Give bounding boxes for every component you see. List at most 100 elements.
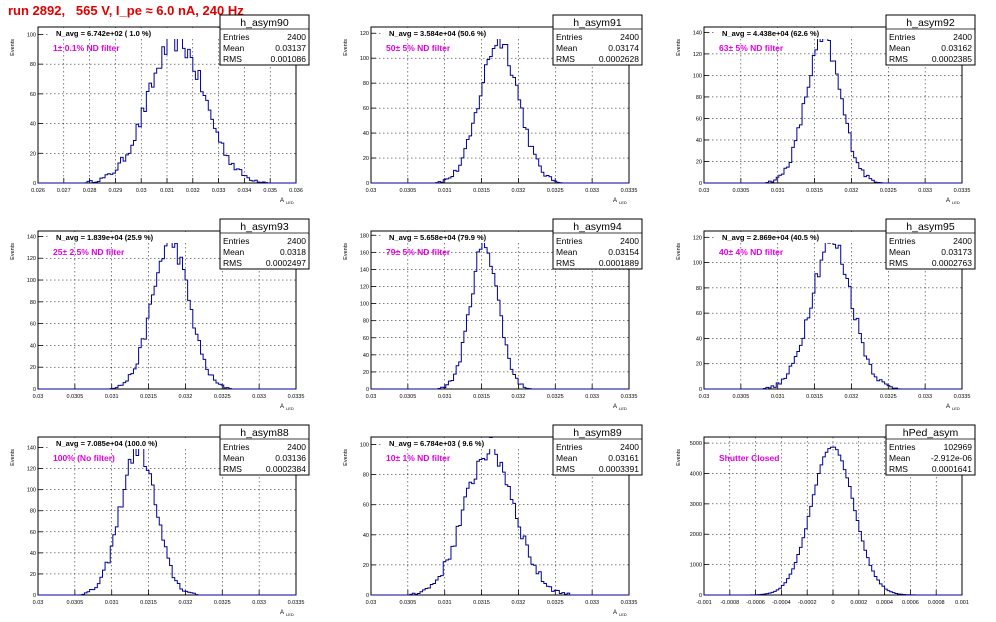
stats-key: Entries	[889, 236, 915, 246]
x-tick-label: 0.0325	[880, 394, 897, 400]
stats-value: 2400	[953, 32, 972, 42]
y-tick-label: 40	[696, 138, 702, 144]
x-tick-label: 0.0006	[902, 600, 919, 606]
x-tick-label: 0.032	[845, 394, 859, 400]
panel-h_asym95: 0.03 0.0305 0.031 0.0315 0.032 0.0325 0.033 0.0…	[676, 218, 976, 411]
stats-value: 2400	[620, 442, 639, 452]
y-tick-label: 120	[693, 52, 702, 58]
x-tick-label: 0.032	[179, 600, 193, 606]
x-tick-label: 0.0335	[621, 600, 638, 606]
x-tick-label: 0.0325	[880, 188, 897, 194]
stats-box	[885, 424, 976, 476]
x-axis-label: A	[280, 610, 284, 616]
y-tick-label: 140	[693, 30, 702, 36]
x-tick-label: 0.03	[33, 394, 44, 400]
stats-value: 0.0002385	[932, 54, 972, 64]
x-axis-label-sub: LED	[952, 406, 960, 411]
y-tick-label: 80	[363, 319, 369, 325]
stats-value: 0.03174	[608, 43, 639, 53]
x-tick-label: 0.029	[109, 188, 123, 194]
filter-note: 40± 4% ND filter	[719, 247, 784, 257]
stats-key: Mean	[223, 247, 245, 257]
panel-h_asym92: 0.03 0.0305 0.031 0.0315 0.032 0.0325 0.033 0.0…	[676, 14, 976, 205]
stats-value: 0.03161	[608, 453, 639, 463]
x-axis-label-sub: LED	[952, 200, 960, 205]
y-tick-label: 80	[30, 62, 36, 68]
x-tick-label: 0.0315	[473, 394, 490, 400]
y-tick-label: 20	[363, 563, 369, 569]
y-tick-label: 100	[360, 443, 369, 449]
y-tick-label: 20	[363, 156, 369, 162]
y-tick-label: 20	[30, 151, 36, 157]
stats-key: Mean	[556, 247, 578, 257]
y-tick-label: 80	[363, 81, 369, 87]
x-tick-label: 0.028	[83, 188, 97, 194]
y-tick-label: 120	[360, 31, 369, 37]
stats-title: h_asym90	[240, 17, 289, 29]
x-tick-label: 0.03	[366, 394, 377, 400]
x-tick-label: 0.032	[186, 188, 200, 194]
y-tick-label: 0	[33, 593, 36, 599]
x-tick-label: 0.0325	[547, 600, 564, 606]
y-tick-label: 60	[30, 530, 36, 536]
stats-key: RMS	[223, 464, 242, 474]
y-tick-label: 100	[27, 278, 36, 284]
y-axis-label: Events	[10, 39, 16, 56]
filter-note: 50± 5% ND filter	[386, 43, 451, 53]
y-axis-label: Events	[10, 449, 16, 466]
stats-key: RMS	[889, 54, 908, 64]
x-axis-label: A	[946, 198, 950, 204]
x-axis-label-sub: LED	[286, 612, 294, 617]
stats-box	[885, 14, 976, 66]
stats-value: -2.912e-06	[931, 453, 972, 463]
x-tick-label: 0.034	[238, 188, 252, 194]
x-tick-label: 0.035	[263, 188, 277, 194]
x-tick-label: 0.0335	[954, 394, 971, 400]
stats-title: h_asym91	[573, 17, 622, 29]
x-tick-label: 0.031	[438, 188, 452, 194]
x-axis-label-sub: LED	[619, 612, 627, 617]
navg-label: N_avg = 2.869e+04 (40.5 %)	[722, 233, 820, 242]
x-tick-label: 0.0335	[288, 600, 305, 606]
y-tick-label: 80	[30, 509, 36, 515]
stats-key: Entries	[223, 236, 249, 246]
histogram-series	[38, 441, 296, 596]
navg-label: N_avg = 6.742e+02 ( 1.0 %)	[56, 29, 152, 38]
y-tick-label: 140	[360, 267, 369, 273]
stats-value: 102969	[944, 442, 973, 452]
stats-value: 2400	[620, 32, 639, 42]
stats-value: 0.03162	[941, 43, 972, 53]
x-tick-label: 0.0305	[732, 188, 749, 194]
x-tick-label: 0.0325	[214, 394, 231, 400]
x-tick-label: 0.03	[366, 188, 377, 194]
y-tick-label: 20	[696, 362, 702, 368]
x-tick-label: 0.032	[845, 188, 859, 194]
y-tick-label: 0	[366, 593, 369, 599]
stats-value: 0.0318	[280, 247, 306, 257]
x-axis-label: A	[613, 404, 617, 410]
x-tick-label: 0.031	[438, 394, 452, 400]
stats-title: h_asym95	[906, 221, 955, 233]
y-tick-label: 0	[366, 181, 369, 187]
stats-key: Mean	[889, 247, 911, 257]
stats-value: 0.0002497	[266, 258, 306, 268]
x-tick-label: 0.03	[136, 188, 147, 194]
stats-key: RMS	[223, 258, 242, 268]
panel-h_asym91: 0.03 0.0305 0.031 0.0315 0.032 0.0325 0.033 0.0…	[343, 14, 643, 205]
y-tick-label: 60	[363, 106, 369, 112]
y-tick-label: 60	[30, 322, 36, 328]
stats-value: 0.0001889	[599, 258, 639, 268]
y-tick-label: 1000	[690, 563, 702, 569]
navg-box	[50, 438, 220, 449]
filter-note: 79± 5% ND filter	[386, 247, 451, 257]
stats-box	[552, 218, 643, 270]
y-tick-label: 140	[27, 234, 36, 240]
x-tick-label: 0.0305	[66, 600, 83, 606]
stats-key: Entries	[889, 32, 915, 42]
x-tick-label: 0.0305	[66, 394, 83, 400]
x-tick-label: 0.0335	[288, 394, 305, 400]
x-tick-label: -0.0002	[798, 600, 817, 606]
navg-box	[383, 438, 553, 449]
x-tick-label: 0.032	[512, 394, 526, 400]
